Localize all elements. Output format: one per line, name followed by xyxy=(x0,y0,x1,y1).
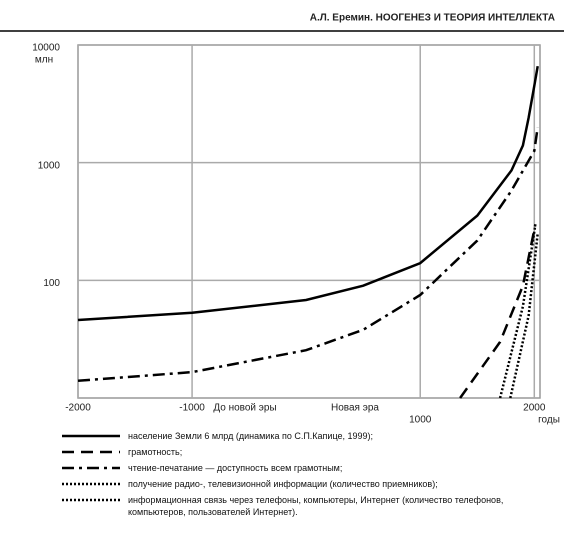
legend-item: чтение-печатание — доступность всем грам… xyxy=(60,462,550,474)
legend-swatch xyxy=(62,466,120,470)
legend-item: получение радио-, телевизионной информац… xyxy=(60,478,550,490)
series-line xyxy=(509,233,539,399)
x-tick-label: -2000 xyxy=(65,403,91,414)
series-line xyxy=(77,65,539,322)
legend-swatch xyxy=(62,450,120,454)
x-tick-label: 1000 xyxy=(409,415,432,425)
chart: А.Л. Еремин. НООГЕНЕЗ И ТЕОРИЯ ИНТЕЛЛЕКТ… xyxy=(0,13,564,426)
legend-swatch xyxy=(62,434,120,438)
x-tick-label: 2000 xyxy=(523,403,546,414)
legend-label: население Земли 6 млрд (динамика по С.П.… xyxy=(128,431,374,441)
legend: население Земли 6 млрд (динамика по С.П.… xyxy=(60,430,550,522)
legend-swatch xyxy=(62,498,120,502)
legend-item: информационная связь через телефоны, ком… xyxy=(60,494,550,518)
y-axis-label: млн xyxy=(35,55,53,66)
header: А.Л. Еремин. НООГЕНЕЗ И ТЕОРИЯ ИНТЕЛЛЕКТ… xyxy=(310,13,555,24)
x-tick-label: -1000 xyxy=(179,403,205,414)
legend-label: информационная связь через телефоны, ком… xyxy=(128,495,504,517)
legend-swatch xyxy=(62,482,120,486)
x-axis-label: годы xyxy=(538,415,560,425)
y-tick-label: 1000 xyxy=(38,160,61,171)
legend-label: грамотность; xyxy=(128,447,183,457)
era-label: До новой эры xyxy=(213,403,276,414)
y-tick-label: 10000 xyxy=(32,43,60,54)
legend-label: чтение-печатание — доступность всем грам… xyxy=(128,463,343,473)
legend-item: население Земли 6 млрд (динамика по С.П.… xyxy=(60,430,550,442)
legend-label: получение радио-, телевизионной информац… xyxy=(128,479,438,489)
series-line xyxy=(77,127,539,383)
era-label: Новая эра xyxy=(331,403,379,414)
y-tick-label: 100 xyxy=(43,278,60,289)
series-line xyxy=(459,223,537,399)
legend-item: грамотность; xyxy=(60,446,550,458)
